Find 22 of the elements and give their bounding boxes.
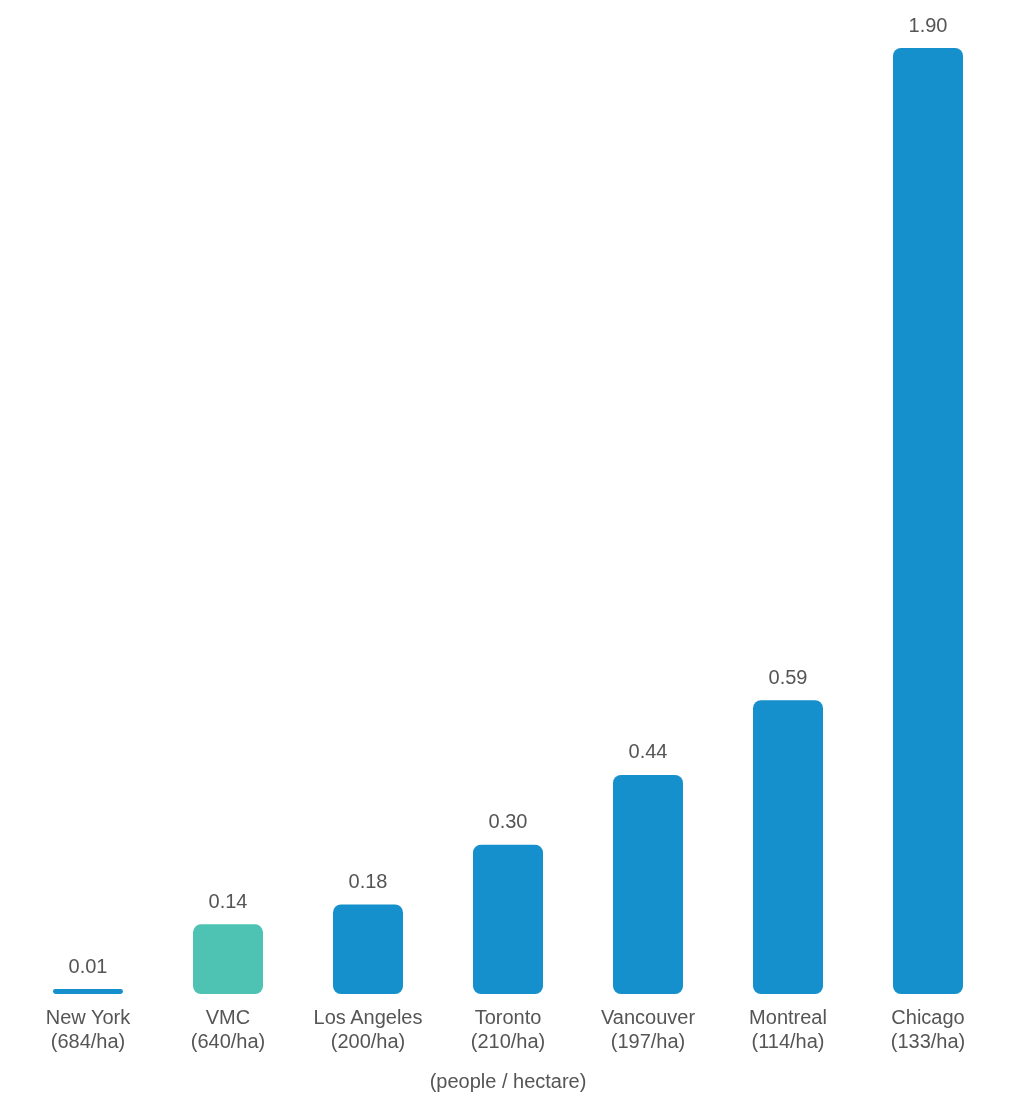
bar — [53, 989, 123, 994]
bar — [753, 700, 823, 994]
bar — [893, 48, 963, 994]
bar — [613, 774, 683, 994]
x-tick-label: Toronto (210/ha) — [470, 1005, 546, 1052]
data-label: 0.59 — [768, 665, 808, 688]
data-label: 0.18 — [348, 869, 388, 892]
x-tick-label: Los Angeles (200/ha) — [313, 1005, 423, 1052]
x-tick-label: New York (684/ha) — [45, 1005, 132, 1052]
bar — [333, 904, 403, 994]
bar — [193, 924, 263, 994]
x-tick-label: Montreal (114/ha) — [749, 1005, 827, 1052]
data-label: 1.90 — [908, 13, 948, 36]
bar — [473, 844, 543, 994]
data-label: 0.44 — [628, 740, 668, 763]
data-label: 0.01 — [68, 954, 108, 977]
x-tick-label: Vancouver (197/ha) — [600, 1005, 696, 1052]
data-label: 0.30 — [488, 810, 528, 833]
data-label: 0.14 — [208, 889, 248, 912]
x-tick-label: Chicago (133/ha) — [890, 1005, 966, 1052]
x-tick-label: VMC (640/ha) — [190, 1005, 266, 1052]
x-axis-title: (people / hectare) — [429, 1069, 587, 1092]
